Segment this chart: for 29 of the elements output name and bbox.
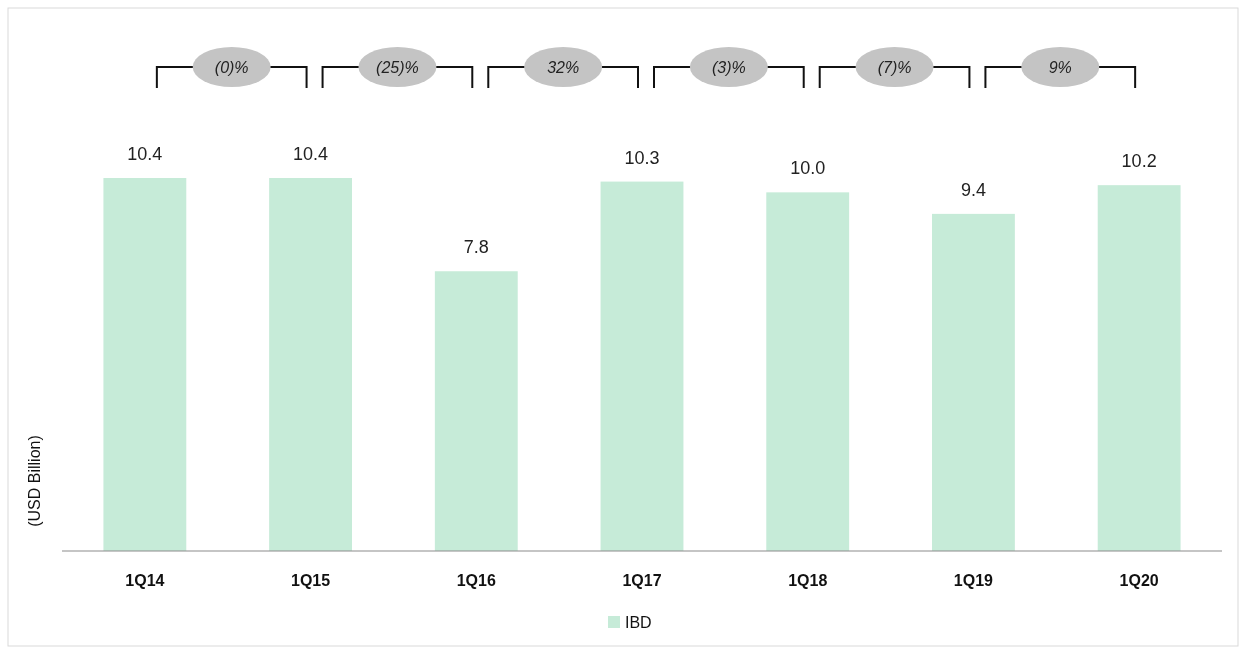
x-tick-label: 1Q19 [953,572,994,589]
text: 32% [547,59,580,76]
bar [932,213,1015,551]
data-label: 7.8 [463,237,489,258]
text: 9% [1048,59,1072,76]
text: (7)% [877,59,912,76]
x-tick-label: 1Q16 [456,572,496,589]
bar [766,192,850,551]
bar [600,181,684,551]
data-label: 10.4 [127,144,163,164]
text: (25)% [376,59,419,76]
x-tick-label: 1Q14 [125,572,165,589]
x-tick-label: 1Q18 [788,572,828,589]
data-label: 10.4 [293,144,329,164]
x-tick-label: 1Q17 [622,572,662,589]
data-label: 10.2 [1121,151,1157,172]
text: (0)% [214,59,249,76]
legend-label: IBD [625,614,652,631]
bar [434,271,518,551]
x-tick-label: 1Q15 [291,572,331,589]
data-label: 10.3 [624,147,660,168]
text: (3)% [711,59,746,76]
bar [269,178,352,551]
data-label: 10.0 [790,158,826,179]
y-axis-title: (USD Billion) [26,435,43,527]
bar [1097,185,1181,551]
bar [103,178,187,551]
data-label: 9.4 [960,179,986,200]
x-tick-label: 1Q20 [1119,572,1159,589]
